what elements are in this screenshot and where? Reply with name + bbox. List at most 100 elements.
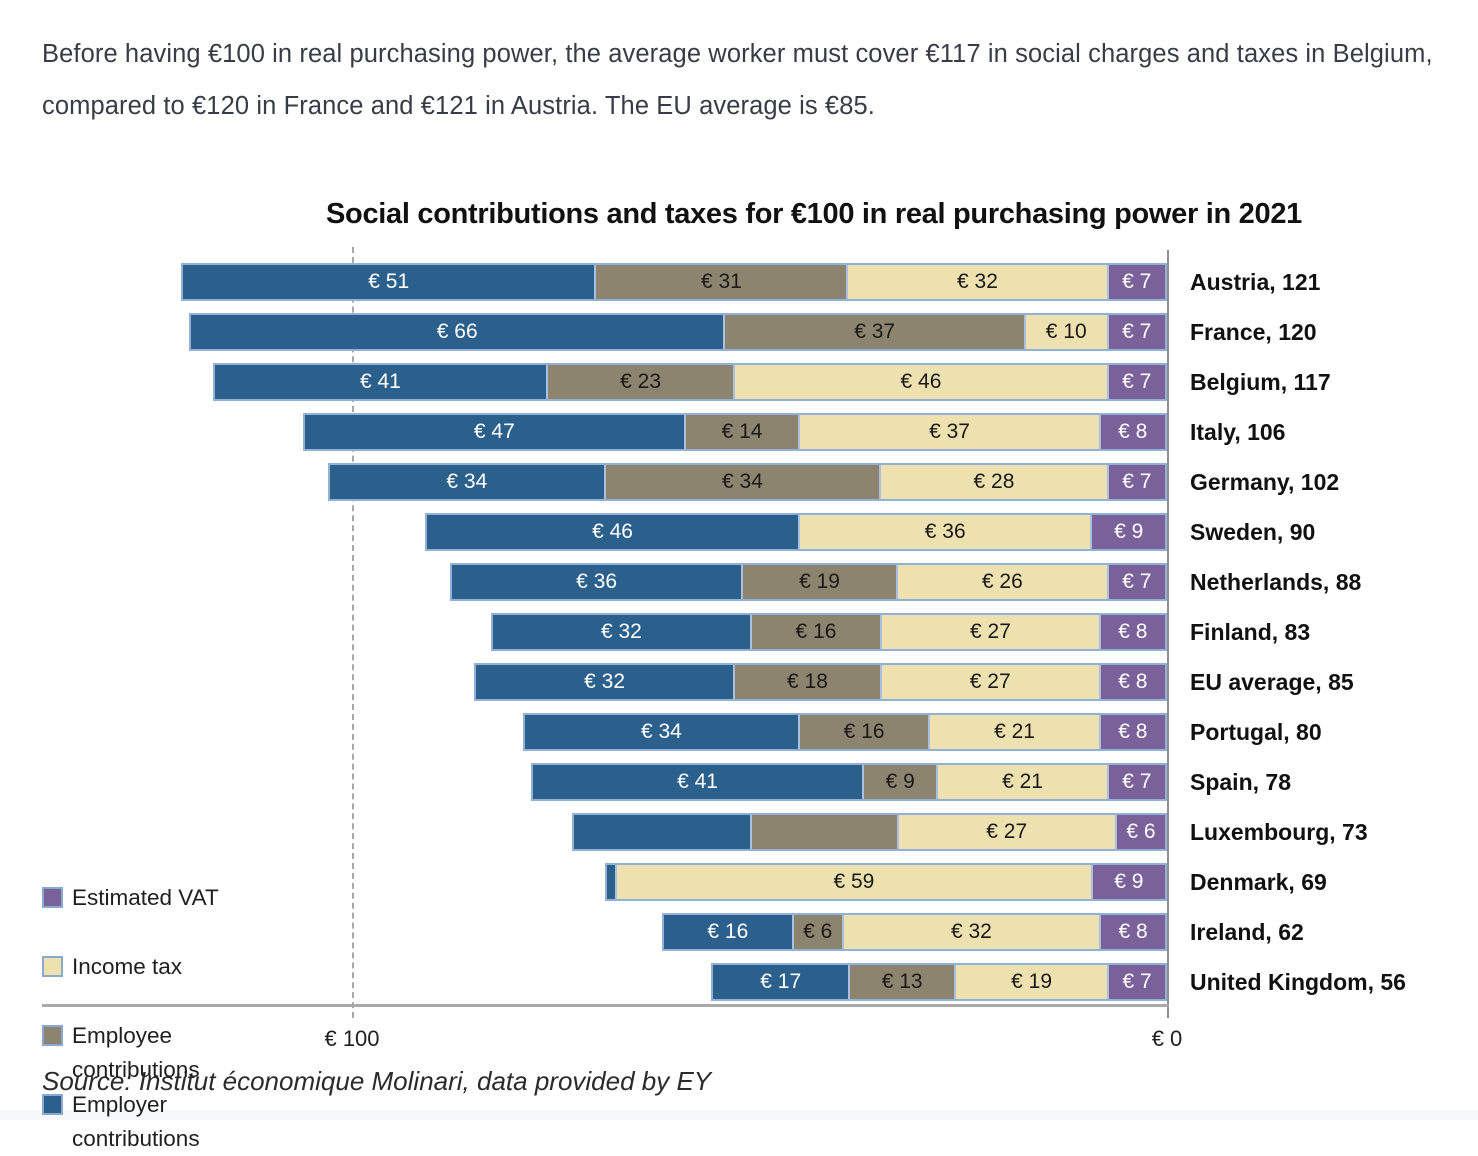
segment-value-label: € 28 (973, 470, 1015, 493)
segment-employee: € 16 (749, 615, 881, 649)
country-label: Germany, 102 (1190, 469, 1340, 495)
segment-income_tax: € 27 (879, 665, 1099, 699)
segment-value-label: € 6 (803, 920, 833, 943)
segment-value-label: € 8 (1118, 420, 1148, 443)
segment-vat: € 8 (1098, 715, 1165, 749)
segment-employer: € 34 (525, 715, 798, 749)
segment-income_tax: € 26 (895, 565, 1107, 599)
segment-value-label: € 16 (707, 920, 749, 943)
bottom-strip (0, 1110, 1478, 1120)
country-label: Denmark, 69 (1190, 869, 1327, 895)
country-label: Ireland, 62 (1190, 919, 1304, 945)
segment-employee: € 19 (741, 565, 896, 599)
segment-value-label: € 26 (981, 570, 1023, 593)
segment-value-label: € 34 (640, 720, 682, 743)
segment-employee: € 13 (848, 965, 954, 999)
bar-portugal: € 34 € 16 € 21 € 8 (523, 713, 1167, 751)
segment-value-label: € 23 (620, 370, 662, 393)
country-label: Spain, 78 (1190, 769, 1291, 795)
bar-finland: € 32 € 16 € 27 € 8 (491, 613, 1167, 651)
segment-employer: € 36 (452, 565, 742, 599)
bar-belgium: € 41 € 23 € 46 € 7 (213, 363, 1167, 401)
country-label: France, 120 (1190, 319, 1317, 345)
segment-value-label: € 8 (1118, 720, 1148, 743)
segment-vat: € 7 (1107, 965, 1165, 999)
segment-value-label: € 17 (760, 970, 802, 993)
country-label: United Kingdom, 56 (1190, 969, 1406, 995)
segment-income_tax: € 10 (1023, 315, 1107, 349)
segment-value-label: € 7 (1122, 770, 1152, 793)
segment-value-label: € 32 (950, 920, 992, 943)
segment-value-label: € 16 (843, 720, 885, 743)
bar-eu-average: € 32 € 18 € 27 € 8 (474, 663, 1167, 701)
legend-label: Estimated VAT (72, 885, 219, 910)
segment-value-label: € 6 (1126, 820, 1156, 843)
legend-label: Employer contributions (72, 1092, 200, 1151)
segment-value-label: € 59 (833, 870, 875, 893)
segment-value-label: € 7 (1122, 570, 1152, 593)
country-label: Belgium, 117 (1190, 369, 1331, 395)
country-label: EU average, 85 (1190, 669, 1354, 695)
segment-value-label: € 10 (1045, 320, 1087, 343)
bar-ireland: € 16 € 6 € 32 € 8 (662, 913, 1167, 951)
segment-employee: € 9 (862, 765, 937, 799)
legend-item-employer: Employer contributions (42, 1088, 242, 1156)
segment-vat: € 7 (1106, 315, 1166, 349)
segment-value-label: € 37 (854, 320, 896, 343)
bar-sweden: € 46 € 36 € 9 (425, 513, 1167, 551)
segment-income_tax: € 19 (953, 965, 1108, 999)
bar-denmark: € 59 € 9 (605, 863, 1167, 901)
axis-horizontal-line (42, 1004, 1169, 1007)
segment-value-label: € 9 (1114, 870, 1144, 893)
segment-value-label: € 18 (787, 670, 828, 693)
country-label: Italy, 106 (1190, 419, 1286, 445)
chart-title: Social contributions and taxes for €100 … (326, 198, 1302, 230)
legend-label: Income tax (72, 954, 183, 979)
segment-employer: € 17 (713, 965, 849, 999)
segment-value-label: € 19 (799, 570, 840, 593)
segment-vat: € 7 (1106, 265, 1165, 299)
legend-swatch-employer (42, 1094, 63, 1115)
segment-vat: € 8 (1098, 615, 1165, 649)
country-label: Luxembourg, 73 (1190, 819, 1368, 845)
segment-value-label: € 27 (970, 620, 1011, 643)
legend-swatch-vat (42, 887, 63, 908)
segment-vat: € 6 (1114, 815, 1165, 849)
segment-employer (607, 865, 616, 899)
segment-employer: € 34 (330, 465, 604, 499)
segment-employer: € 16 (664, 915, 792, 949)
segment-value-label: € 21 (1002, 770, 1043, 793)
segment-income_tax: € 21 (928, 715, 1099, 749)
segment-employer (574, 815, 751, 849)
segment-employer: € 32 (476, 665, 734, 699)
segment-vat: € 7 (1106, 365, 1165, 399)
segment-value-label: € 8 (1118, 670, 1148, 693)
segment-value-label: € 13 (881, 970, 923, 993)
segment-income_tax: € 46 (733, 365, 1107, 399)
segment-value-label: € 9 (885, 770, 915, 793)
segment-income_tax: € 37 (798, 415, 1099, 449)
segment-employee: € 16 (797, 715, 929, 749)
segment-income_tax: € 32 (841, 915, 1100, 949)
segment-employee: € 14 (683, 415, 799, 449)
segment-value-label: € 8 (1118, 620, 1148, 643)
segment-value-label: € 27 (986, 820, 1028, 843)
segment-employee: € 37 (723, 315, 1024, 349)
segment-value-label: € 7 (1122, 970, 1152, 993)
segment-value-label: € 66 (436, 320, 478, 343)
segment-value-label: € 46 (900, 370, 942, 393)
source-caption: Source: Institut économique Molinari, da… (42, 1066, 712, 1096)
segment-value-label: € 51 (368, 270, 410, 293)
stacked-bar-chart: Social contributions and taxes for €100 … (0, 150, 1478, 1151)
segment-vat: € 8 (1099, 915, 1165, 949)
segment-employee: € 6 (791, 915, 842, 949)
segment-employee (750, 815, 897, 849)
segment-value-label: € 37 (929, 420, 970, 443)
legend-swatch-income_tax (42, 956, 63, 977)
bar-united-kingdom: € 17 € 13 € 19 € 7 (711, 963, 1167, 1001)
gridline-100 (352, 247, 354, 1018)
bar-germany: € 34 € 34 € 28 € 7 (328, 463, 1167, 501)
legend-label: Employee contributions (72, 1023, 200, 1082)
segment-value-label: € 21 (994, 720, 1035, 743)
segment-employer: € 41 (533, 765, 863, 799)
